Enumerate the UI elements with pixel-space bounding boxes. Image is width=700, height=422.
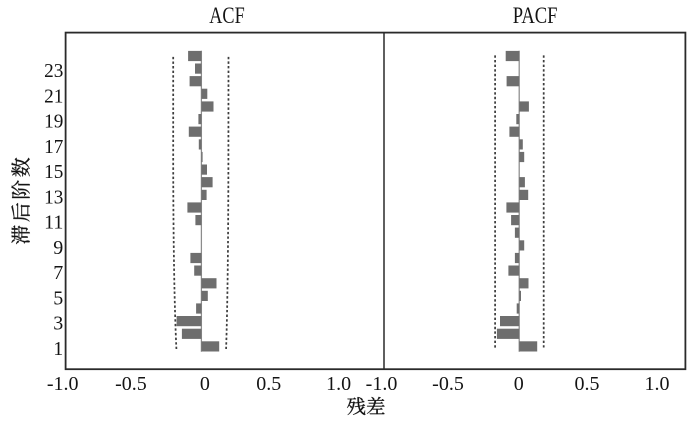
svg-text:1: 1 <box>53 338 63 360</box>
svg-text:23: 23 <box>44 60 63 82</box>
svg-text:0: 0 <box>200 373 210 395</box>
svg-text:7: 7 <box>53 262 63 284</box>
svg-text:ACF: ACF <box>209 3 244 28</box>
svg-text:15: 15 <box>44 161 63 183</box>
svg-text:PACF: PACF <box>513 3 558 28</box>
svg-text:-0.5: -0.5 <box>432 373 464 395</box>
svg-text:9: 9 <box>53 237 63 259</box>
svg-text:0.5: 0.5 <box>575 373 600 395</box>
svg-text:-1.0: -1.0 <box>366 373 398 395</box>
svg-text:1.0: 1.0 <box>645 373 670 395</box>
svg-text:0: 0 <box>514 373 524 395</box>
svg-text:17: 17 <box>44 136 63 158</box>
svg-text:13: 13 <box>44 186 63 208</box>
svg-text:11: 11 <box>44 212 63 234</box>
svg-text:21: 21 <box>44 86 63 108</box>
svg-text:0.5: 0.5 <box>256 373 281 395</box>
svg-text:-1.0: -1.0 <box>47 373 79 395</box>
svg-text:1.0: 1.0 <box>326 373 351 395</box>
svg-text:-0.5: -0.5 <box>115 373 147 395</box>
svg-text:3: 3 <box>53 313 63 335</box>
svg-text:19: 19 <box>44 111 63 133</box>
svg-text:5: 5 <box>53 287 63 309</box>
